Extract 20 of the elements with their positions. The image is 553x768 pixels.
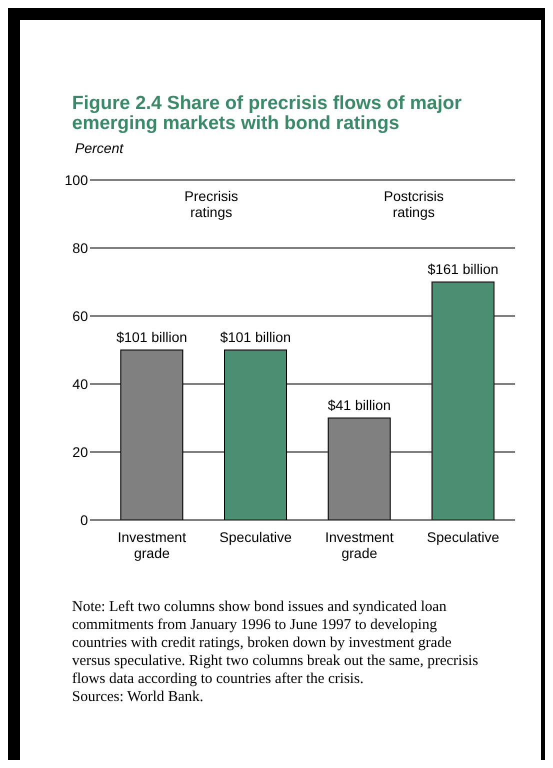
- y-axis-title: Percent: [75, 140, 124, 156]
- y-tick-label: 20: [72, 444, 88, 460]
- text: Note: Left two columns show bond issues and syndicated loan commitments from January 1996 to June 1997 to developing countries with credit ratings, broken down by investment grade versus speculative. Right two columns break out the same, precrisis flows data according to countries after the crisis.: [72, 598, 480, 688]
- x-tick-label: Speculative: [219, 529, 292, 545]
- annotation: $101 billion: [220, 329, 291, 345]
- y-tick-label: 100: [64, 172, 88, 188]
- annotation: $101 billion: [116, 329, 188, 345]
- annotation: $161 billion: [428, 261, 498, 277]
- x-tick-label: Speculative: [426, 529, 500, 545]
- chart-title: Figure 2.4 Share of precrisis flows of major emerging markets with bond ratings: [72, 93, 463, 134]
- y-tick-label: 80: [72, 240, 88, 256]
- annotation: Precrisis ratings: [183, 188, 240, 220]
- annotation: $41 billion: [328, 397, 391, 413]
- y-tick-label: 0: [80, 512, 88, 528]
- annotation: Postcrisis ratings: [382, 188, 445, 220]
- y-tick-label: 40: [72, 376, 88, 392]
- y-tick-label: 60: [72, 308, 88, 324]
- x-tick-label: Investment grade: [118, 529, 186, 561]
- source-note: Sources: World Bank.: [72, 688, 204, 706]
- x-tick-label: Investment grade: [325, 529, 394, 561]
